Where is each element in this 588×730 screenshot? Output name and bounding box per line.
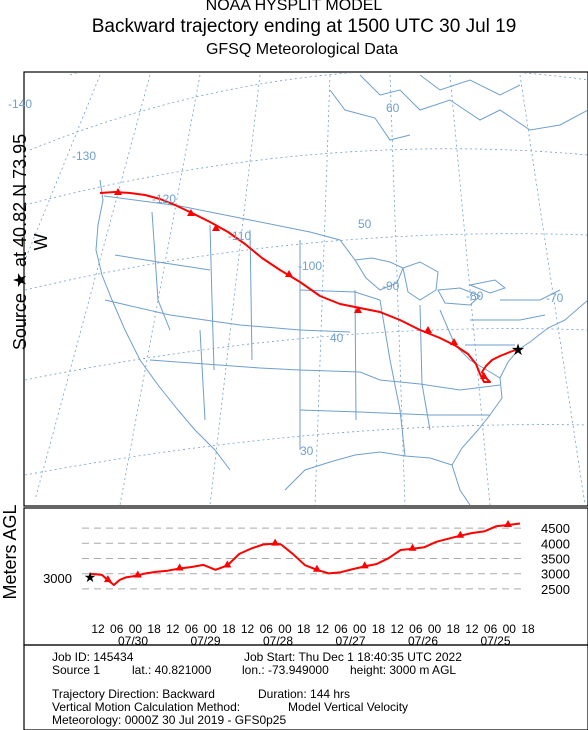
y-tick-label: 4000 — [541, 536, 570, 551]
height-series-marker — [360, 561, 369, 569]
map-boundaries — [95, 74, 587, 505]
lat-label-30: 30 — [300, 444, 314, 458]
lon-label-110: -110 — [228, 229, 251, 243]
x-hour-tick-label: 00 — [278, 622, 292, 636]
x-hour-tick-label: 18 — [521, 622, 535, 636]
height-series-marker — [504, 520, 513, 528]
x-hour-tick-label: 06 — [260, 622, 274, 636]
x-hour-tick-label: 12 — [465, 622, 479, 636]
x-hour-tick-label: 06 — [484, 622, 498, 636]
height-series-marker — [223, 560, 232, 568]
x-date-tick-label: 07/27 — [335, 634, 365, 648]
height-series-marker — [456, 530, 465, 538]
graticule-labels: -140 -130 -120 -110 -100 -90 -80 -70 60 … — [8, 97, 564, 458]
height-series-marker — [103, 575, 112, 583]
x-hour-tick-label: 00 — [428, 622, 442, 636]
height-series-marker — [175, 563, 184, 571]
latitude-grid — [25, 73, 587, 476]
x-hour-tick-label: 12 — [166, 622, 180, 636]
job-id: Job ID: 145434 — [52, 650, 134, 664]
lon-label-70: -70 — [546, 291, 564, 305]
height-source-star: ★ — [84, 569, 97, 585]
height-series-line — [89, 522, 521, 586]
height-series-marker — [408, 543, 417, 551]
height-series-marker — [271, 538, 280, 546]
vertical-method-value: Model Vertical Velocity — [288, 700, 409, 714]
x-date-tick-label: 07/25 — [480, 634, 510, 648]
source-height: height: 3000 m AGL — [350, 663, 457, 677]
lat-label-50: 50 — [358, 217, 372, 231]
x-hour-tick-label: 00 — [503, 622, 517, 636]
map-source-star: ★ — [511, 342, 525, 359]
x-hour-tick-label: 12 — [316, 622, 330, 636]
x-date-tick-label: 07/30 — [118, 634, 148, 648]
height-series-marker — [312, 564, 321, 572]
x-hour-tick-label: 18 — [372, 622, 386, 636]
x-hour-tick-label: 00 — [353, 622, 367, 636]
x-hour-tick-label: 06 — [185, 622, 199, 636]
y-tick-label: 3000 — [541, 567, 570, 582]
x-hour-tick-label: 12 — [91, 622, 105, 636]
lat-label-60: 60 — [386, 101, 400, 115]
y-tick-label: 3500 — [541, 552, 570, 567]
x-date-tick-label: 07/29 — [190, 634, 220, 648]
x-hour-tick-label: 00 — [129, 622, 143, 636]
meteorology: Meteorology: 0000Z 30 Jul 2019 - GFS0p25 — [52, 713, 287, 727]
lon-label-100: -100 — [298, 259, 322, 273]
x-hour-tick-label: 18 — [297, 622, 311, 636]
chart-title-line2: Backward trajectory ending at 1500 UTC 3… — [91, 16, 517, 37]
source-lat: lat.: 40.821000 — [132, 663, 212, 677]
chart-title-line1: NOAA HYSPLIT MODEL — [205, 0, 383, 14]
x-hour-tick-label: 00 — [203, 622, 217, 636]
x-hour-tick-label: 06 — [110, 622, 124, 636]
lon-label-120: -120 — [152, 192, 176, 206]
source-lon: lon.: -73.949000 — [242, 663, 329, 677]
height-series-marker — [133, 570, 142, 578]
info-panel-frame — [23, 644, 588, 730]
lat-label-40: 40 — [330, 331, 344, 345]
vertical-method: Vertical Motion Calculation Method: — [52, 700, 241, 714]
x-date-tick-label: 07/26 — [408, 634, 438, 648]
trajectory-map: ★ -140 -130 -120 -110 -100 -90 -80 -70 6… — [8, 73, 587, 505]
chart-title-line3: GFSQ Meteorological Data — [205, 41, 399, 58]
source-number: Source 1 — [52, 663, 101, 677]
x-hour-tick-label: 12 — [390, 622, 404, 636]
trajectory-direction: Trajectory Direction: Backward — [52, 687, 215, 701]
x-hour-tick-label: 18 — [147, 622, 161, 636]
duration: Duration: 144 hrs — [258, 687, 351, 701]
lon-label-90: -90 — [382, 279, 400, 293]
lon-label-80: -80 — [466, 289, 484, 303]
x-hour-tick-label: 18 — [222, 622, 236, 636]
start-height-label: 3000 — [43, 571, 72, 586]
x-hour-tick-label: 06 — [409, 622, 423, 636]
trajectory-markers — [114, 188, 488, 379]
trajectory-path — [99, 188, 519, 383]
x-date-tick-label: 07/28 — [263, 634, 293, 648]
job-start: Job Start: Thu Dec 1 18:40:35 UTC 2022 — [244, 650, 462, 664]
x-hour-tick-label: 12 — [241, 622, 255, 636]
map-frame — [23, 71, 588, 507]
y-tick-label: 2500 — [541, 582, 570, 597]
longitude-grid — [25, 74, 586, 505]
y-tick-label: 4500 — [541, 521, 570, 536]
lon-label-140: -140 — [8, 97, 32, 111]
x-hour-tick-label: 18 — [447, 622, 461, 636]
x-hour-tick-label: 06 — [334, 622, 348, 636]
lon-label-130: -130 — [72, 149, 96, 163]
